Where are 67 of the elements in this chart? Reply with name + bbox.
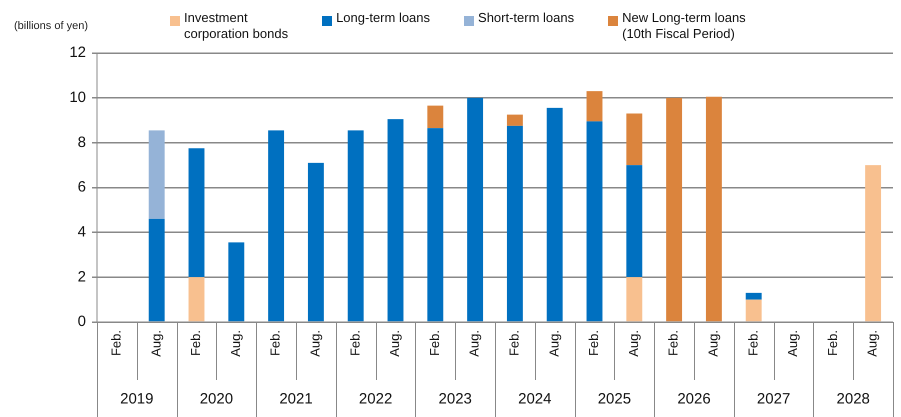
x-tick-label: Feb. (426, 330, 442, 356)
y-tick-label: 2 (78, 268, 86, 286)
x-tick-label: Aug. (387, 330, 402, 357)
x-tick-label: Feb. (268, 330, 283, 356)
x-tick-label: Feb. (347, 330, 362, 356)
bar (586, 121, 602, 322)
x-tick-label: Aug. (705, 330, 720, 357)
y-tick-label: 10 (69, 88, 86, 106)
text: 2023 (438, 390, 472, 408)
bar (467, 98, 484, 322)
x-tick-label: Aug. (864, 330, 880, 357)
x-tick-label: Aug. (307, 330, 322, 357)
bar (427, 128, 444, 322)
bar (626, 114, 642, 166)
bar (308, 162, 324, 322)
x-tick-label: Aug. (626, 330, 641, 357)
bar (706, 96, 722, 322)
bar (666, 98, 682, 322)
bar (188, 148, 204, 278)
y-tick-label: 12 (69, 44, 86, 62)
y-tick-label: 4 (78, 223, 86, 240)
bar (148, 218, 165, 322)
x-tick-label: Aug. (148, 330, 164, 357)
text: 2020 (200, 390, 234, 408)
bar (348, 130, 364, 322)
legend-label: Long-term loans (336, 10, 430, 26)
legend-label: New Long-term loans (10th Fiscal Period) (622, 10, 746, 42)
bar (746, 300, 762, 322)
x-tick-label: Feb. (666, 330, 681, 356)
x-tick-label: Feb. (506, 330, 522, 356)
y-tick-label: 8 (78, 134, 86, 151)
bar (546, 108, 563, 322)
legend-label: Short-term loans (478, 10, 574, 26)
bar (865, 165, 882, 322)
x-tick-label: Feb. (586, 330, 602, 356)
x-tick-label: Feb. (745, 330, 760, 356)
legend-label: Investment corporation bonds (184, 10, 288, 42)
x-tick-label: Aug. (228, 330, 243, 357)
x-tick-label: Aug. (466, 330, 482, 357)
bar (268, 130, 284, 322)
text: 2019 (120, 390, 154, 408)
y-tick-label: 0 (78, 313, 86, 330)
x-tick-label: Aug. (546, 330, 562, 357)
x-tick-label: Feb. (824, 330, 840, 356)
x-tick-label: Feb. (188, 330, 204, 356)
bar (427, 106, 444, 128)
bar (388, 119, 404, 322)
text: 2027 (756, 390, 790, 408)
bar (188, 277, 204, 322)
text: 2026 (677, 390, 711, 408)
y-tick-label: 6 (78, 178, 86, 196)
text: 2025 (598, 390, 632, 408)
bar (506, 126, 523, 322)
text: 2024 (518, 390, 552, 408)
bar (746, 292, 762, 300)
bar (148, 130, 165, 219)
y-axis-title: (billions of yen) (14, 20, 88, 32)
bar (626, 277, 642, 322)
text: 2022 (358, 390, 392, 408)
bar (228, 242, 244, 322)
text: 2028 (836, 390, 870, 408)
bar (506, 114, 523, 126)
x-tick-label: Aug. (785, 330, 800, 357)
text: 2021 (279, 390, 313, 408)
bar (586, 91, 602, 122)
x-tick-label: Feb. (108, 330, 124, 356)
bar (626, 165, 642, 278)
